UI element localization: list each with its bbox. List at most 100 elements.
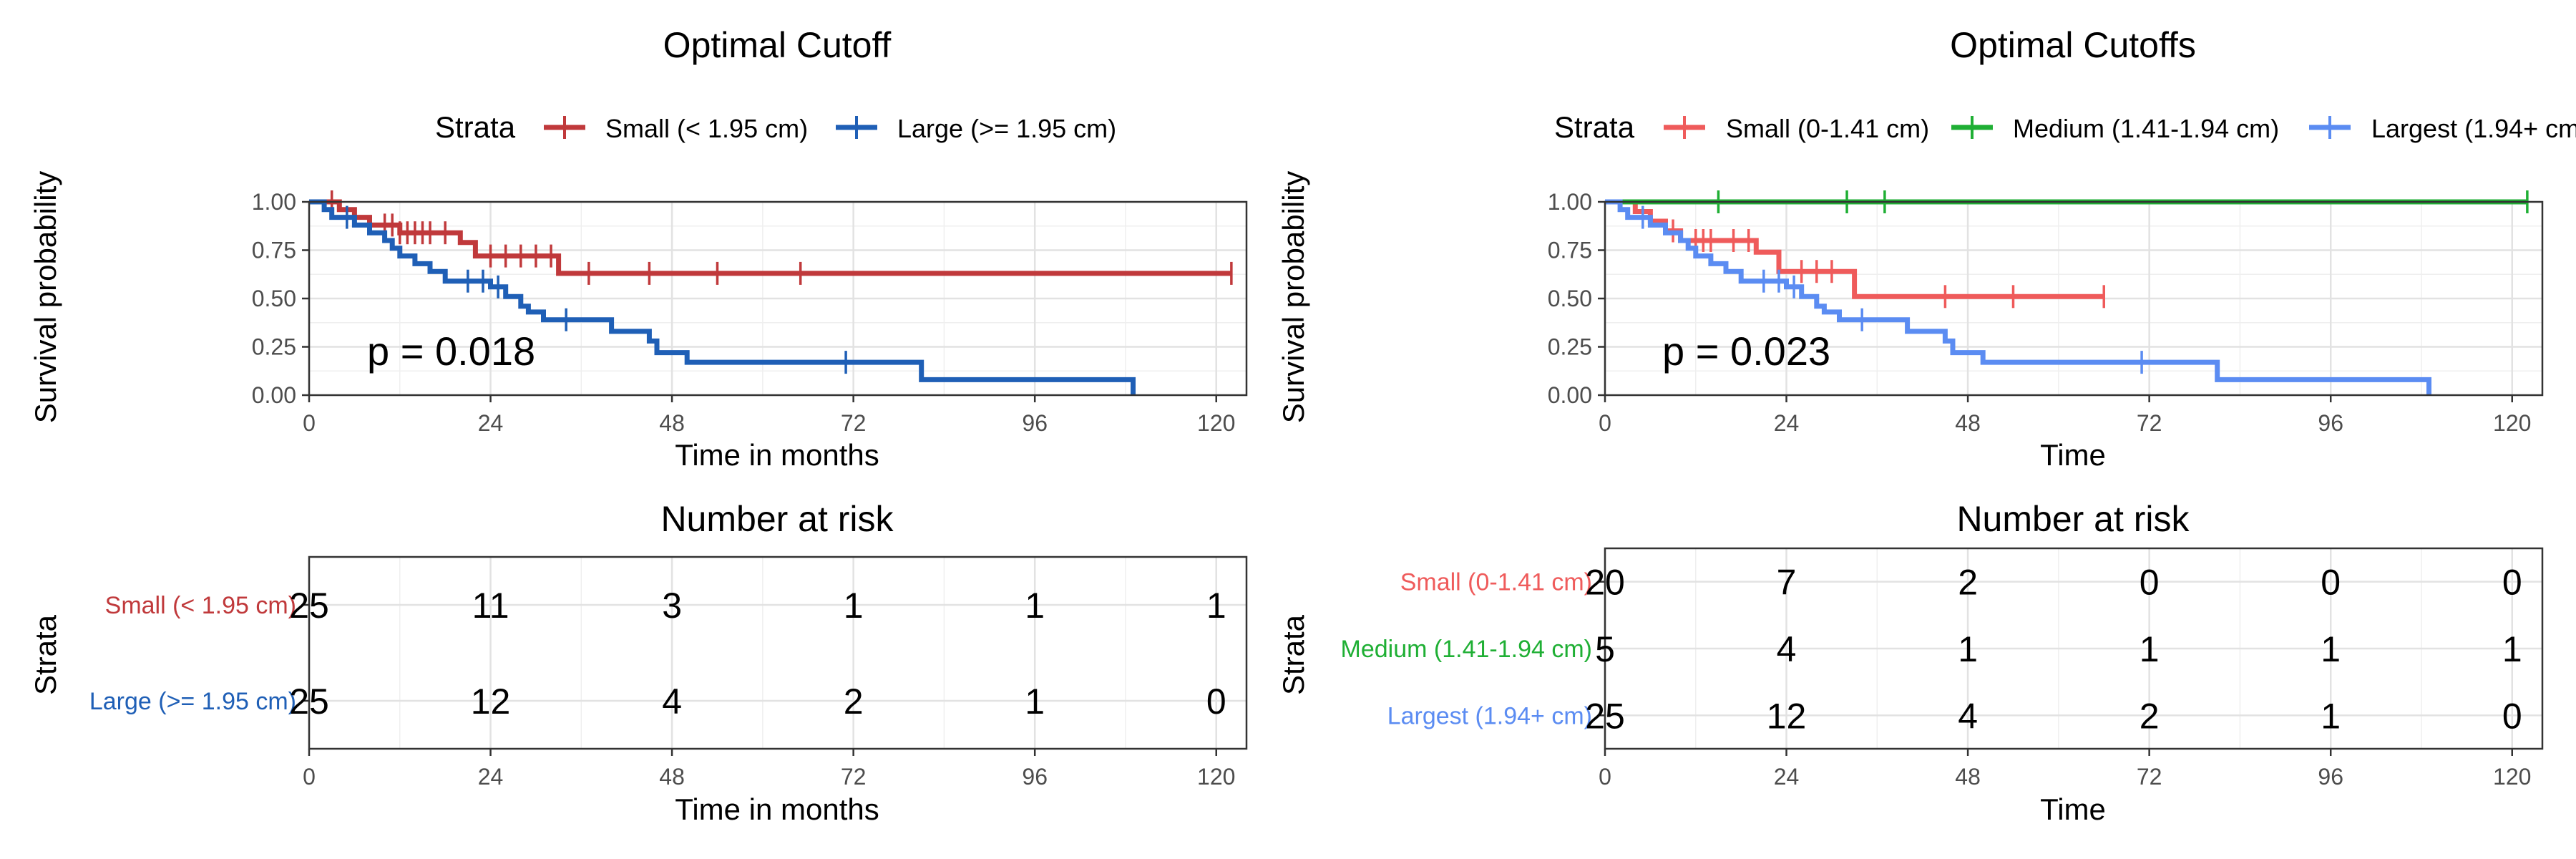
km-title: Optimal Cutoff xyxy=(663,25,892,65)
y-tick-label: 0.75 xyxy=(1548,238,1592,263)
x-tick-label: 24 xyxy=(478,764,504,790)
risk-count: 2 xyxy=(844,681,864,722)
risk-count: 1 xyxy=(2321,629,2341,669)
legend-label-largest: Largest (1.94+ cm) xyxy=(2371,114,2576,143)
y-tick-label: 0.75 xyxy=(252,238,296,263)
x-tick-label: 0 xyxy=(303,764,316,790)
risk-x-title: Time in months xyxy=(675,792,879,826)
risk-count: 12 xyxy=(1767,696,1807,736)
y-tick-label: 1.00 xyxy=(1548,189,1592,215)
y-axis-title: Survival probability xyxy=(1277,171,1310,424)
risk-count: 5 xyxy=(1595,629,1615,669)
x-tick-label: 120 xyxy=(2493,764,2531,790)
x-tick-label: 24 xyxy=(478,410,504,436)
legend-key-medium xyxy=(1951,116,1993,139)
risk-count: 0 xyxy=(2140,563,2160,603)
legend-title: Strata xyxy=(435,110,516,144)
legend: Strata Small (< 1.95 cm) Large (>= 1.95 … xyxy=(435,110,1116,144)
legend-key-largest xyxy=(2309,116,2351,139)
risk-title: Number at risk xyxy=(660,499,894,539)
legend-key-small xyxy=(1664,116,1705,139)
legend-label-small: Small (< 1.95 cm) xyxy=(605,114,808,143)
x-tick-label: 48 xyxy=(659,410,685,436)
km-plot-left: Optimal Cutoff Strata Small (< 1.95 cm) … xyxy=(29,25,1248,472)
km-curve-series-0 xyxy=(1605,199,2104,299)
risk-y-title: Strata xyxy=(1277,614,1310,695)
risk-count: 1 xyxy=(1025,586,1045,626)
x-tick-label: 72 xyxy=(841,764,867,790)
risk-count: 20 xyxy=(1585,563,1625,603)
km-plot-right: Optimal Cutoffs Strata Small (0-1.41 cm)… xyxy=(1277,25,2576,472)
legend-label-large: Large (>= 1.95 cm) xyxy=(897,114,1116,143)
legend-key-small xyxy=(544,116,585,139)
y-tick-label: 0.00 xyxy=(1548,382,1592,408)
risk-count: 11 xyxy=(472,586,509,626)
y-tick-label: 0.50 xyxy=(1548,286,1592,311)
x-tick-label: 72 xyxy=(841,410,867,436)
y-tick-label: 0.50 xyxy=(252,286,296,311)
x-tick-label: 48 xyxy=(659,764,685,790)
x-tick-label: 120 xyxy=(1197,410,1235,436)
x-tick-label: 72 xyxy=(2137,764,2162,790)
risk-y-title: Strata xyxy=(29,614,62,695)
x-tick-label: 0 xyxy=(1599,764,1611,790)
risk-count: 0 xyxy=(2321,563,2341,603)
risk-table-left: Number at risk Strata Small (< 1.95 cm)2… xyxy=(29,499,1248,826)
risk-count: 1 xyxy=(2502,629,2522,669)
risk-count: 1 xyxy=(1206,586,1226,626)
risk-count: 4 xyxy=(1777,629,1797,669)
risk-count: 4 xyxy=(662,681,682,722)
km-curve-series-1 xyxy=(309,199,1136,395)
risk-row-label: Large (>= 1.95 cm) xyxy=(89,688,296,715)
x-tick-label: 96 xyxy=(2318,764,2343,790)
risk-x-title: Time xyxy=(2040,792,2106,826)
risk-count: 25 xyxy=(1585,696,1625,736)
x-tick-label: 0 xyxy=(303,410,316,436)
y-tick-label: 0.00 xyxy=(252,382,296,408)
risk-title: Number at risk xyxy=(1956,499,2190,539)
risk-count: 0 xyxy=(1206,681,1226,722)
x-axis-title: Time xyxy=(2040,438,2106,472)
x-tick-label: 72 xyxy=(2137,410,2162,436)
x-tick-label: 24 xyxy=(1774,764,1800,790)
legend-label-medium: Medium (1.41-1.94 cm) xyxy=(2013,114,2279,143)
x-tick-label: 96 xyxy=(2318,410,2343,436)
y-tick-label: 0.25 xyxy=(252,334,296,360)
risk-count: 0 xyxy=(2502,696,2522,736)
risk-count: 25 xyxy=(289,586,329,626)
risk-count: 1 xyxy=(1025,681,1045,722)
x-tick-label: 120 xyxy=(2493,410,2531,436)
risk-count: 3 xyxy=(662,586,682,626)
risk-count: 1 xyxy=(2140,629,2160,669)
y-tick-label: 0.25 xyxy=(1548,334,1592,360)
x-tick-label: 96 xyxy=(1022,410,1048,436)
y-axis-title: Survival probability xyxy=(29,171,62,424)
x-tick-label: 24 xyxy=(1774,410,1800,436)
risk-row-label: Medium (1.41-1.94 cm) xyxy=(1341,636,1592,663)
km-curve-series-0 xyxy=(309,199,1231,276)
x-axis-title: Time in months xyxy=(675,438,879,472)
p-value: p = 0.018 xyxy=(367,329,535,374)
risk-count: 2 xyxy=(1958,563,1978,603)
x-tick-label: 120 xyxy=(1197,764,1235,790)
legend-key-large xyxy=(836,116,877,139)
risk-table-right: Number at risk Strata Small (0-1.41 cm)2… xyxy=(1277,499,2544,826)
p-value: p = 0.023 xyxy=(1662,329,1830,374)
risk-row-label: Largest (1.94+ cm) xyxy=(1387,702,1592,729)
risk-count: 1 xyxy=(1958,629,1978,669)
risk-count: 4 xyxy=(1958,696,1978,736)
risk-count: 25 xyxy=(289,681,329,722)
risk-row-label: Small (0-1.41 cm) xyxy=(1400,569,1592,596)
y-tick-label: 1.00 xyxy=(252,189,296,215)
risk-count: 1 xyxy=(2321,696,2341,736)
risk-count: 0 xyxy=(2502,563,2522,603)
legend-label-small: Small (0-1.41 cm) xyxy=(1726,114,1929,143)
legend-title: Strata xyxy=(1554,110,1635,144)
risk-count: 1 xyxy=(844,586,864,626)
x-tick-label: 0 xyxy=(1599,410,1611,436)
x-tick-label: 96 xyxy=(1022,764,1048,790)
risk-count: 7 xyxy=(1777,563,1797,603)
